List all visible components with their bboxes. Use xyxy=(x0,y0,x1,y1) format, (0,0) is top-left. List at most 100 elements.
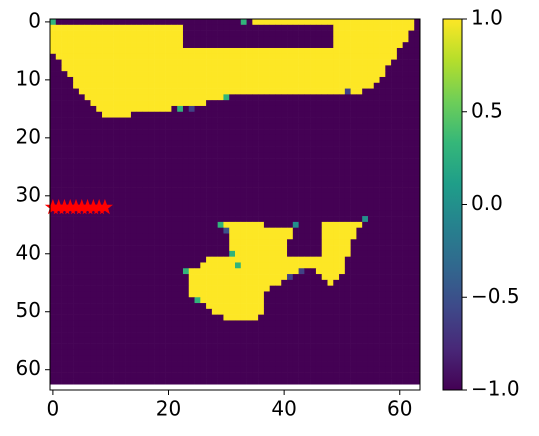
cell xyxy=(344,285,351,292)
cell xyxy=(333,320,340,327)
cell xyxy=(321,163,328,171)
cell xyxy=(84,285,91,292)
cell xyxy=(292,24,299,31)
cell xyxy=(362,262,369,269)
cell xyxy=(240,233,247,240)
cell xyxy=(188,256,195,263)
cell xyxy=(275,146,282,153)
cell xyxy=(136,24,143,31)
cell xyxy=(159,134,166,142)
cell xyxy=(414,285,421,292)
cell xyxy=(333,181,340,188)
cell xyxy=(327,216,334,223)
cell xyxy=(263,308,270,315)
cell xyxy=(385,36,392,43)
cell xyxy=(362,268,369,275)
cell xyxy=(159,372,166,379)
cell xyxy=(159,82,166,89)
cell xyxy=(182,187,190,194)
cell xyxy=(275,175,282,182)
cell xyxy=(90,192,97,200)
cell xyxy=(182,36,190,43)
cell xyxy=(304,250,311,257)
cell xyxy=(350,210,357,217)
cell xyxy=(102,233,109,240)
cell xyxy=(148,163,155,171)
cell xyxy=(258,221,265,228)
cell xyxy=(229,47,236,55)
cell xyxy=(55,378,62,385)
cell xyxy=(367,59,375,66)
cell xyxy=(396,140,403,147)
cell xyxy=(292,314,299,321)
cell xyxy=(171,71,178,78)
cell xyxy=(385,146,392,153)
cell xyxy=(165,134,172,142)
cell xyxy=(246,233,253,240)
cell xyxy=(263,268,270,275)
cell xyxy=(148,47,155,55)
cell xyxy=(275,332,282,339)
cell xyxy=(84,53,91,60)
cell xyxy=(142,279,149,286)
cell xyxy=(125,239,132,246)
cell xyxy=(73,337,80,344)
cell xyxy=(339,187,346,194)
cell xyxy=(130,366,138,373)
cell xyxy=(240,378,247,385)
cell xyxy=(55,163,62,171)
cell xyxy=(315,140,323,147)
cell xyxy=(177,303,184,310)
cell xyxy=(396,256,403,263)
cell xyxy=(125,250,132,257)
cell xyxy=(344,361,351,368)
cell xyxy=(142,378,149,385)
cell xyxy=(84,192,91,200)
cell xyxy=(102,146,109,153)
cell xyxy=(281,181,288,188)
cell xyxy=(177,337,184,344)
cell xyxy=(258,59,265,66)
cell xyxy=(402,245,409,252)
cell xyxy=(96,134,103,142)
cell xyxy=(235,314,242,321)
cell xyxy=(252,59,259,66)
cell xyxy=(61,19,68,26)
cell xyxy=(391,146,398,153)
cell xyxy=(385,233,392,240)
cell xyxy=(275,378,282,385)
cell xyxy=(240,204,247,211)
cell xyxy=(414,105,421,113)
cell xyxy=(200,256,207,263)
cell xyxy=(136,227,143,234)
cell xyxy=(379,204,386,211)
cell xyxy=(130,262,138,269)
cell xyxy=(165,314,172,321)
cell xyxy=(379,59,386,66)
cell xyxy=(78,36,85,43)
cell xyxy=(367,210,375,217)
cell xyxy=(281,256,288,263)
cell xyxy=(275,274,282,281)
cell xyxy=(84,308,91,315)
cell xyxy=(362,123,369,130)
cell xyxy=(96,105,103,113)
cell xyxy=(229,71,236,78)
cell xyxy=(315,105,323,113)
cell xyxy=(177,291,184,298)
cell xyxy=(269,94,276,101)
cell xyxy=(84,349,91,356)
cell xyxy=(102,42,109,49)
cell xyxy=(321,332,328,339)
cell xyxy=(78,53,85,60)
cell xyxy=(391,111,398,118)
cell xyxy=(188,198,195,205)
cell xyxy=(211,111,218,118)
cell xyxy=(171,53,178,60)
cell xyxy=(327,175,334,182)
cell xyxy=(240,163,247,171)
cell xyxy=(159,19,166,26)
cell xyxy=(246,256,253,263)
cell xyxy=(142,146,149,153)
cell xyxy=(298,94,305,101)
